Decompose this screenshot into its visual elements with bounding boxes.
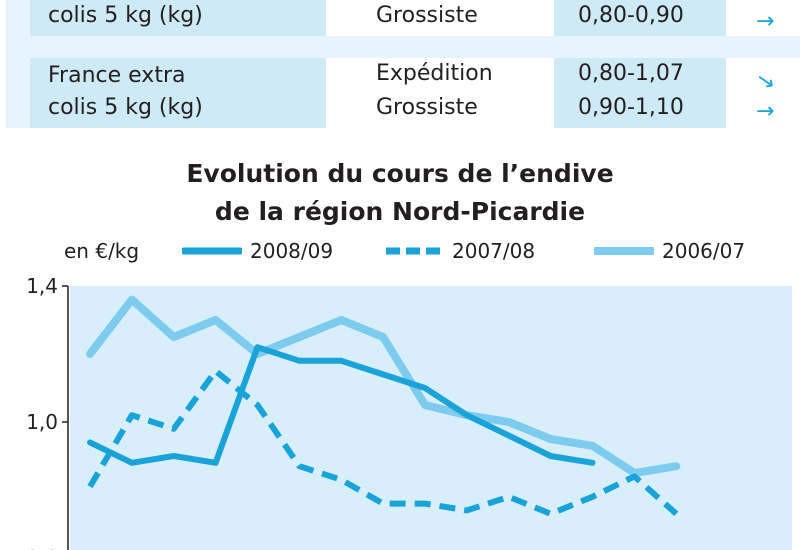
series-line-2006-07: [86, 295, 681, 477]
legend-swatch-light-icon: [594, 247, 654, 255]
legend-label: 2008/09: [250, 239, 334, 263]
product-cell: France extra colis 5 kg (kg): [30, 58, 326, 128]
chart-subtitle: de la région Nord-Picardie: [214, 197, 586, 226]
product-label: France extra: [48, 63, 186, 88]
stage-label: Grossiste: [376, 3, 478, 28]
stage-label: Expédition: [376, 61, 493, 86]
chart-title: Evolution du cours de l’endive: [186, 159, 614, 188]
legend-swatch-dashed-icon: [386, 247, 442, 255]
stage-label: Grossiste: [376, 95, 478, 120]
price-cell: 0,80-0,90: [554, 0, 726, 36]
arrow-down-right-icon: →: [750, 66, 781, 98]
trend-cell: → →: [726, 58, 800, 128]
product-label: colis 5 kg (kg): [48, 3, 203, 28]
legend-label: 2007/08: [452, 239, 536, 263]
series-line-2008-09: [87, 344, 596, 466]
table-row: colis 5 kg (kg) Grossiste 0,80-0,90 →: [30, 0, 800, 36]
product-cell: colis 5 kg (kg): [30, 0, 326, 36]
price-cell: 0,80-1,07 0,90-1,10: [554, 58, 726, 128]
series-line-2007-08: [87, 368, 679, 517]
legend-item-2007-08: 2007/08: [384, 238, 574, 264]
arrow-right-icon: →: [756, 9, 775, 34]
legend-item-2006-07: 2006/07: [594, 238, 774, 264]
stage-cell: Grossiste: [326, 0, 554, 36]
stage-cell: Expédition Grossiste: [326, 58, 554, 128]
legend-label: 2006/07: [662, 239, 746, 263]
line-chart: 1,4 1,0 0,6: [26, 274, 792, 550]
chart-panel: Evolution du cours de l’endive de la rég…: [0, 152, 800, 550]
y-tick-label: 1,4: [26, 274, 58, 298]
arrow-right-icon: →: [756, 99, 775, 124]
legend-swatch-solid-icon: [182, 247, 242, 255]
product-label: colis 5 kg (kg): [48, 95, 203, 120]
y-tick-label: 0,6: [26, 546, 58, 550]
price-table: colis 5 kg (kg) Grossiste 0,80-0,90 → Fr…: [6, 0, 800, 128]
table-row: France extra colis 5 kg (kg) Expédition …: [30, 58, 800, 128]
price-value: 0,90-1,10: [578, 95, 684, 120]
y-tick-label: 1,0: [26, 410, 58, 434]
y-axis-unit-label: en €/kg: [64, 239, 140, 263]
trend-cell: →: [726, 0, 800, 36]
price-value: 0,80-1,07: [578, 61, 684, 86]
legend-item-2008-09: 2008/09: [182, 238, 362, 264]
price-value: 0,80-0,90: [578, 3, 684, 28]
